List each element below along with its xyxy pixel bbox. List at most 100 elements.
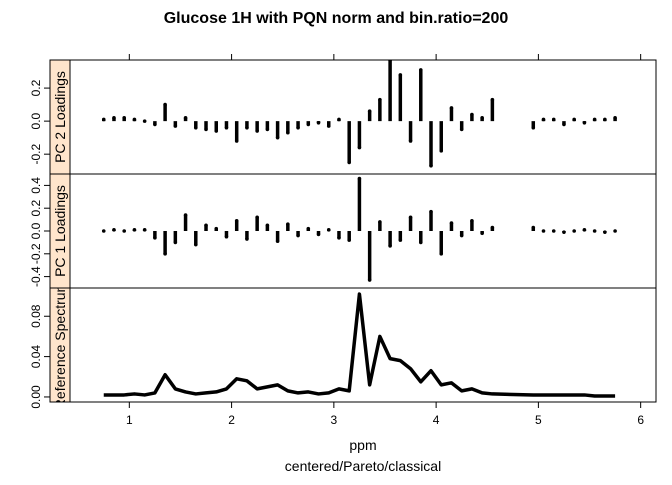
- loading-point: [480, 231, 484, 236]
- x-tick-label: 2: [228, 413, 235, 427]
- loading-point: [551, 117, 556, 122]
- loading-point: [398, 73, 403, 77]
- loading-point: [592, 117, 597, 122]
- x-tick-label: 1: [126, 413, 133, 427]
- loading-point: [122, 116, 127, 120]
- loading-point: [429, 209, 433, 214]
- y-tick-label: 0.04: [29, 345, 43, 369]
- panel-border: [69, 59, 657, 175]
- loading-point: [582, 228, 587, 232]
- loading-point: [163, 102, 167, 107]
- strip-label: PC 1 Loadings: [52, 185, 68, 277]
- loading-point: [531, 125, 536, 130]
- loading-point: [142, 228, 147, 232]
- loading-point: [470, 218, 474, 223]
- loading-point: [562, 230, 566, 234]
- loading-point: [378, 97, 382, 102]
- x-axis-label: ppm: [349, 437, 376, 453]
- loading-point: [470, 112, 474, 117]
- loading-point: [132, 228, 137, 232]
- loading-point: [326, 228, 331, 232]
- y-tick-label: 0.0: [29, 222, 43, 239]
- x-axis-sublabel: centered/Pareto/classical: [285, 458, 441, 474]
- loading-point: [286, 130, 290, 135]
- x-tick-label: 5: [535, 413, 542, 427]
- loading-point: [490, 97, 495, 102]
- loading-point: [245, 237, 249, 241]
- loading-point: [449, 106, 454, 110]
- loading-point: [214, 226, 219, 231]
- loading-point: [306, 122, 311, 127]
- loading-point: [603, 230, 607, 234]
- loading-point: [204, 127, 208, 132]
- loading-point: [408, 139, 413, 143]
- loading-point: [296, 125, 300, 130]
- loading-point: [326, 124, 331, 128]
- strip-group: PC 2 Loadings: [52, 71, 68, 163]
- strip-group: PC 1 Loadings: [52, 185, 68, 277]
- loading-point: [204, 223, 208, 228]
- x-tick-label: 3: [331, 413, 338, 427]
- loading-point: [572, 117, 576, 122]
- loading-point: [101, 117, 106, 122]
- loading-point: [163, 252, 167, 256]
- loading-point: [592, 229, 597, 233]
- loading-point: [459, 127, 464, 132]
- loading-point: [603, 117, 607, 122]
- loading-point: [398, 238, 403, 242]
- y-tick-label: 0.4: [29, 177, 43, 194]
- loading-point: [132, 117, 137, 122]
- loading-point: [357, 145, 362, 150]
- loading-point: [418, 240, 423, 245]
- loading-point: [337, 236, 341, 240]
- loading-point: [337, 117, 341, 122]
- loading-point: [275, 239, 280, 244]
- strip-label: PC 2 Loadings: [52, 71, 68, 163]
- loading-point: [234, 139, 239, 143]
- loading-point: [183, 116, 188, 120]
- strip-group: Reference Spectrum: [52, 281, 68, 409]
- loading-point: [613, 116, 617, 120]
- loading-point: [562, 122, 566, 127]
- loading-point: [265, 223, 270, 228]
- spectrum-line: [103, 292, 616, 398]
- data-group: [101, 60, 617, 168]
- loading-point: [286, 222, 290, 226]
- x-tick-label: 6: [637, 413, 644, 427]
- y-tick-label: 0.0: [29, 112, 43, 129]
- loading-point: [183, 213, 188, 217]
- loading-point: [572, 229, 576, 233]
- loading-point: [224, 125, 229, 130]
- y-tick-label: 0.08: [29, 304, 43, 328]
- loading-point: [367, 278, 372, 282]
- loading-point: [429, 163, 433, 168]
- loading-point: [316, 120, 321, 125]
- strip-label: Reference Spectrum: [52, 281, 68, 409]
- loading-point: [224, 234, 229, 239]
- data-group: [101, 176, 617, 282]
- y-tick-label: -0.2: [29, 144, 43, 165]
- loading-point: [408, 215, 413, 220]
- data-group: [103, 292, 616, 398]
- loading-point: [541, 229, 546, 233]
- loading-point: [551, 229, 556, 233]
- loading-point: [275, 135, 280, 140]
- y-tick-label: -0.2: [29, 243, 43, 264]
- loading-point: [153, 236, 157, 240]
- loading-point: [193, 125, 198, 130]
- y-tick-label: 0.2: [29, 79, 43, 96]
- loading-point: [306, 226, 311, 231]
- loading-point: [357, 176, 362, 181]
- loading-point: [255, 129, 259, 133]
- loading-point: [101, 229, 106, 233]
- y-tick-label: 0.00: [29, 385, 43, 409]
- loading-point: [480, 116, 484, 120]
- loading-point: [439, 252, 444, 256]
- x-tick-label: 4: [433, 413, 440, 427]
- loading-point: [112, 116, 116, 120]
- loading-point: [347, 238, 351, 242]
- panel-border: [69, 287, 657, 403]
- y-tick-label: -0.4: [29, 266, 43, 287]
- loading-point: [459, 233, 464, 238]
